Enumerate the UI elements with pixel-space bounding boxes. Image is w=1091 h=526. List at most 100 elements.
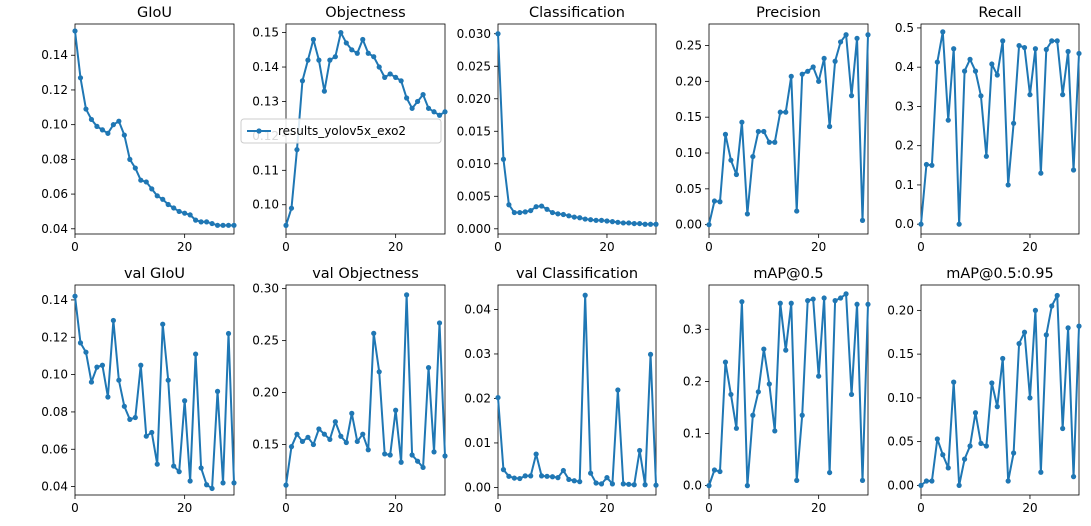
data-point (929, 162, 935, 168)
data-point (827, 123, 833, 130)
data-point (305, 434, 311, 440)
data-point (327, 436, 333, 442)
data-point (642, 482, 648, 488)
y-tick-label: 0.10 (41, 118, 68, 132)
series-line (708, 292, 869, 487)
data-point (1021, 44, 1028, 51)
data-point (588, 217, 594, 223)
data-point (88, 116, 95, 123)
data-point (231, 222, 237, 228)
y-tick-label: 0.015 (457, 124, 491, 138)
axes-frame (497, 23, 657, 235)
data-point (1005, 478, 1011, 484)
data-point (777, 300, 783, 306)
data-point (978, 93, 984, 99)
y-tick-label: 0.03 (464, 347, 491, 361)
panel-title: Objectness (325, 5, 405, 21)
data-point (354, 438, 360, 445)
y-tick-label: 0.0 (895, 217, 914, 231)
data-point (1076, 50, 1082, 57)
data-point (620, 220, 626, 226)
data-point (398, 459, 404, 465)
data-point (138, 362, 144, 368)
axes-frame (74, 284, 235, 496)
data-point (598, 217, 605, 223)
data-point (945, 117, 951, 123)
data-point (1011, 120, 1017, 126)
data-point (209, 220, 215, 227)
data-point (420, 91, 426, 98)
data-point (728, 157, 734, 163)
data-point (934, 436, 940, 442)
data-point (722, 359, 729, 365)
x-tick-label: 20 (811, 501, 826, 515)
data-point (577, 215, 583, 221)
data-point (160, 321, 166, 327)
data-point (810, 64, 816, 70)
data-point (967, 56, 973, 62)
data-point (1005, 182, 1011, 188)
data-point (360, 431, 366, 437)
y-tick-label: 0.10 (41, 368, 68, 382)
data-point (214, 388, 221, 394)
series-line (497, 33, 656, 226)
panel-val-giou: val GIoU 0.04 0.06 0.08 0.10 0.12 0.14 0 20 (41, 266, 237, 515)
data-point (837, 39, 844, 45)
data-point (294, 147, 300, 153)
data-point (571, 214, 577, 220)
x-tick-label: 0 (71, 240, 79, 254)
series-line (285, 293, 446, 486)
y-tick-label: 0.13 (252, 94, 279, 108)
data-point (94, 364, 100, 370)
data-point (182, 398, 188, 404)
data-point (198, 465, 204, 471)
data-point (500, 156, 507, 162)
data-point (517, 475, 523, 482)
series-line (708, 33, 869, 225)
x-tick-label: 0 (71, 501, 79, 515)
data-point (77, 75, 84, 81)
panel-classification: Classification 0.000 0.005 0.010 0.015 0.020 0… (457, 5, 659, 254)
data-point (722, 131, 729, 137)
x-tick-label: 20 (177, 240, 192, 254)
data-point (1011, 450, 1017, 456)
x-tick-label: 0 (705, 240, 713, 254)
data-point (1054, 38, 1060, 44)
data-point (143, 179, 149, 185)
data-point (1038, 170, 1044, 176)
data-point (414, 458, 421, 464)
data-point (121, 403, 127, 409)
data-point (522, 473, 528, 479)
data-point (571, 478, 577, 484)
data-point (365, 447, 371, 453)
data-point (918, 482, 924, 488)
panel-title: val Objectness (312, 266, 419, 282)
data-point (706, 483, 712, 489)
y-tick-label: 0.4 (895, 60, 914, 74)
axes-frame (74, 23, 235, 235)
panel-title: val Classification (516, 266, 638, 282)
data-point (187, 478, 193, 484)
data-point (615, 219, 621, 225)
data-point (1060, 425, 1066, 432)
y-tick-label: 0.10 (675, 146, 702, 160)
data-point (338, 30, 344, 36)
data-point (528, 207, 534, 214)
data-point (544, 473, 550, 479)
data-point (620, 481, 626, 487)
data-point (528, 473, 534, 479)
data-point (994, 72, 1000, 78)
data-point (989, 61, 995, 67)
data-point (983, 443, 989, 449)
data-point (72, 28, 78, 34)
x-tick-label: 0 (917, 501, 925, 515)
data-point (854, 35, 860, 41)
data-point (865, 301, 871, 307)
data-point (431, 109, 437, 115)
data-point (538, 203, 545, 209)
axes-frame (708, 23, 869, 235)
data-point (951, 46, 957, 52)
data-point (511, 475, 517, 481)
data-point (859, 477, 866, 484)
